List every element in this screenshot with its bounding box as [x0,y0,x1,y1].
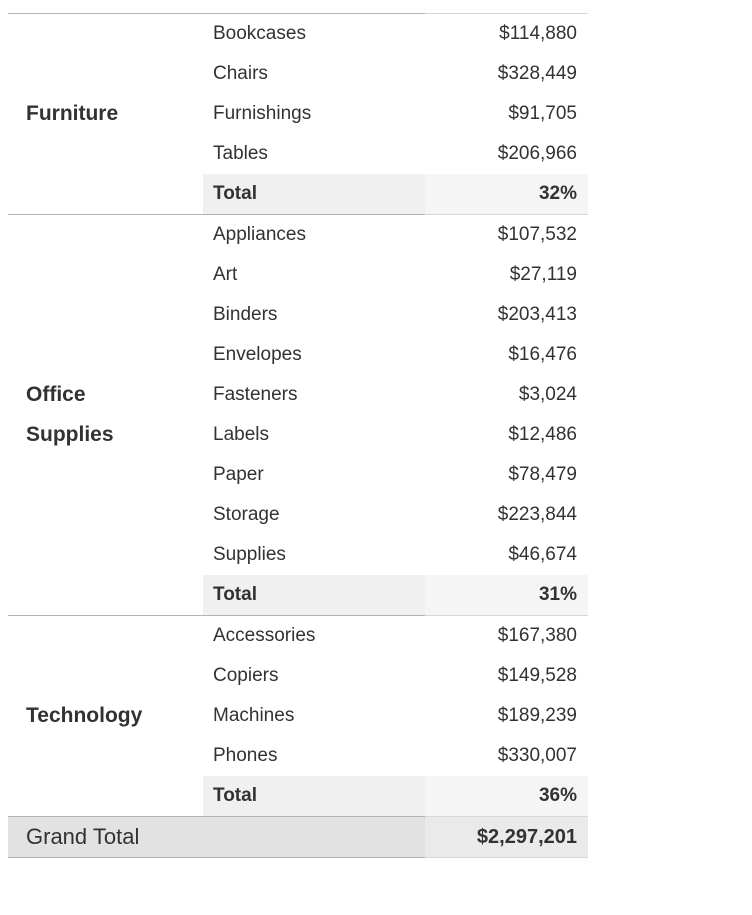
divider-pane-segment [425,214,588,215]
table-row: Copiers $149,528 [203,656,588,696]
table-row: Supplies $46,674 [203,535,588,575]
total-row-label[interactable]: Total [203,776,425,816]
row-header-subcategory[interactable]: Tables [213,143,268,164]
sales-value-cell[interactable]: $3,024 [518,384,577,405]
total-row-label[interactable]: Total [203,575,425,615]
table-row: Binders $203,413 [203,295,588,335]
grand-total-row: Grand Total $2,297,201 [8,817,588,857]
grand-total-label[interactable]: Grand Total [8,817,425,857]
row-header-subcategory[interactable]: Machines [213,705,295,726]
total-row: Total 36% [203,776,588,816]
row-header-category[interactable]: Furniture [8,14,203,214]
table-row: Tables $206,966 [203,134,588,174]
row-header-subcategory[interactable]: Storage [213,504,280,525]
total-percent-cell[interactable]: 32% [425,174,588,214]
section-divider [8,816,588,817]
divider-header-segment [8,615,425,616]
grand-total-value-cell[interactable]: $2,297,201 [425,817,588,857]
section-rows: Bookcases $114,880 Chairs $328,449 Furni… [203,14,588,214]
row-header-subcategory[interactable]: Paper [213,464,264,485]
section-rows: Appliances $107,532 Art $27,119 Binders … [203,215,588,615]
total-row-label[interactable]: Total [203,174,425,214]
table-row: Furnishings $91,705 [203,94,588,134]
table-row: Machines $189,239 [203,696,588,736]
section-divider [8,857,588,858]
row-header-subcategory[interactable]: Accessories [213,625,316,646]
row-header-category[interactable]: Technology [8,616,203,816]
table-row: Accessories $167,380 [203,616,588,656]
section-divider [8,615,588,616]
row-header-subcategory[interactable]: Binders [213,304,278,325]
divider-pane-segment [425,816,588,817]
sales-value-cell[interactable]: $107,532 [497,224,577,245]
row-header-subcategory[interactable]: Bookcases [213,23,306,44]
sales-value-cell[interactable]: $203,413 [497,304,577,325]
sales-value-cell[interactable]: $12,486 [508,424,577,445]
divider-header-segment [8,857,425,858]
row-header-subcategory[interactable]: Furnishings [213,103,312,124]
category-section-technology: Technology Accessories $167,380 Copiers … [8,616,588,816]
table-row: Chairs $328,449 [203,54,588,94]
total-percent-cell[interactable]: 31% [425,575,588,615]
divider-header-segment [8,214,425,215]
divider-pane-segment [425,615,588,616]
category-section-office-supplies: Office Supplies Appliances $107,532 Art … [8,215,588,615]
row-header-subcategory[interactable]: Envelopes [213,344,302,365]
sales-value-cell[interactable]: $91,705 [508,103,577,124]
divider-pane-segment [425,13,588,14]
table-row: Paper $78,479 [203,455,588,495]
sales-value-cell[interactable]: $167,380 [497,625,577,646]
total-row: Total 32% [203,174,588,214]
row-header-subcategory[interactable]: Labels [213,424,269,445]
sales-value-cell[interactable]: $189,239 [497,705,577,726]
sales-value-cell[interactable]: $46,674 [508,544,577,565]
sales-value-cell[interactable]: $78,479 [508,464,577,485]
divider-pane-segment [425,857,588,858]
table-row: Fasteners $3,024 [203,375,588,415]
sales-value-cell[interactable]: $328,449 [497,63,577,84]
sales-value-cell[interactable]: $149,528 [497,665,577,686]
total-percent-cell[interactable]: 36% [425,776,588,816]
sales-value-cell[interactable]: $114,880 [499,23,577,44]
crosstab-table: Furniture Bookcases $114,880 Chairs $328… [8,13,588,858]
section-rows: Accessories $167,380 Copiers $149,528 Ma… [203,616,588,816]
table-row: Appliances $107,532 [203,215,588,255]
section-divider [8,13,588,14]
category-label: Technology [26,704,143,727]
divider-header-segment [8,13,425,14]
row-header-subcategory[interactable]: Chairs [213,63,268,84]
table-row: Storage $223,844 [203,495,588,535]
table-row: Art $27,119 [203,255,588,295]
sales-value-cell[interactable]: $330,007 [497,745,577,766]
sales-value-cell[interactable]: $223,844 [497,504,577,525]
row-header-subcategory[interactable]: Phones [213,745,278,766]
sales-value-cell[interactable]: $27,119 [509,264,577,285]
category-label: Furniture [26,102,119,125]
row-header-subcategory[interactable]: Supplies [213,544,286,565]
row-header-subcategory[interactable]: Art [213,264,238,285]
row-header-category[interactable]: Office Supplies [8,215,203,615]
category-label: Office Supplies [26,383,114,446]
row-header-subcategory[interactable]: Copiers [213,665,279,686]
table-row: Phones $330,007 [203,736,588,776]
divider-header-segment [8,816,425,817]
row-header-subcategory[interactable]: Appliances [213,224,306,245]
row-header-subcategory[interactable]: Fasteners [213,384,298,405]
sales-value-cell[interactable]: $206,966 [497,143,577,164]
table-row: Envelopes $16,476 [203,335,588,375]
table-row: Bookcases $114,880 [203,14,588,54]
total-row: Total 31% [203,575,588,615]
category-section-furniture: Furniture Bookcases $114,880 Chairs $328… [8,14,588,214]
section-divider [8,214,588,215]
table-row: Labels $12,486 [203,415,588,455]
sales-value-cell[interactable]: $16,476 [508,344,577,365]
